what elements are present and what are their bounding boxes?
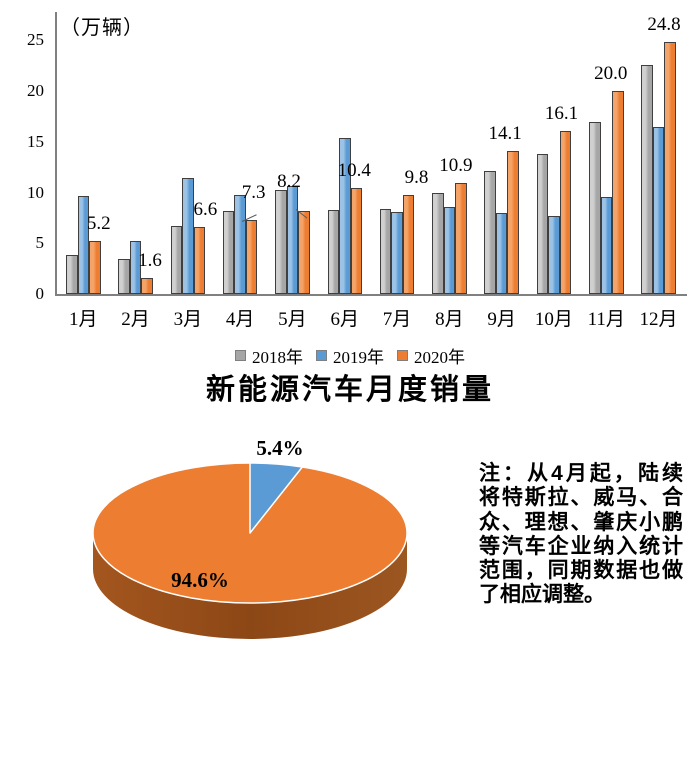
bar-2018年-9月	[484, 171, 496, 294]
note-line: 范围，同期数据也做	[479, 559, 683, 583]
bar-plot-area: 0 5 10 15 20 25 1月 2月 3月 4月 5月 6月 7月 8月 9月 10月 11月 12月 5.2…	[27, 14, 681, 330]
bar-chart-legend: 2018年 2019年 2020年	[0, 343, 700, 368]
x-category-label: 9月	[487, 309, 516, 330]
legend-label: 2019年	[333, 348, 384, 367]
bar-2018年-10月	[536, 153, 549, 294]
bar-value-label: 7.3	[241, 181, 266, 203]
bar-2019年-11月	[600, 196, 612, 294]
y-tick-label: 25	[27, 30, 44, 50]
x-category-label: 8月	[435, 309, 464, 330]
bar-2020年-4月	[245, 219, 258, 294]
x-category-label: 1月	[68, 309, 98, 330]
pie-3d-graphic	[92, 462, 408, 639]
y-tick-label: 5	[35, 233, 45, 253]
bar-value-label: 24.8	[647, 14, 681, 36]
bar-value-label: 16.1	[544, 102, 579, 124]
bar-2020年-2月	[141, 277, 153, 294]
note-text: 注：从4月起，陆续 将特斯拉、威马、合 众、理想、肇庆小鹏 等汽车企业纳入统计 范围，同…	[479, 462, 683, 608]
x-category-label: 12月	[639, 309, 678, 330]
bar-2018年-2月	[118, 259, 130, 294]
x-category-label: 2月	[121, 309, 150, 330]
bar-value-label: 8.2	[277, 170, 301, 192]
bar-2020年-10月	[559, 130, 572, 294]
note-line: 等汽车企业纳入统计	[479, 534, 683, 558]
pie-slice-nev	[249, 462, 304, 534]
bar-2019年-5月	[286, 186, 299, 294]
y-tick-label: 20	[27, 81, 44, 100]
x-category-label: 5月	[278, 309, 307, 330]
bar-2020年-7月	[402, 194, 415, 294]
legend-item-2018年: 2018年	[235, 343, 303, 368]
bar-2020年-8月	[455, 183, 467, 294]
x-category-label: 3月	[173, 309, 203, 330]
x-category-label: 6月	[330, 309, 360, 330]
bar-value-label: 14.1	[488, 122, 522, 144]
x-category-label: 4月	[225, 309, 255, 330]
y-axis-unit-label: （万辆）	[60, 17, 144, 39]
bar-2019年-6月	[339, 137, 351, 294]
bar-2019年-3月	[182, 178, 194, 294]
note-line: 注：从4月起，陆续	[479, 462, 683, 485]
note-line: 将特斯拉、威马、合	[479, 486, 683, 510]
bar-2018年-6月	[327, 209, 339, 294]
x-category-label: 10月	[534, 309, 573, 330]
pie-chart-market-share: 5.4% 94.6% 注：从4月起，陆续 将特斯拉、威马、合 众、理想、肇庆小鹏 等汽…	[0, 410, 700, 758]
x-category-label: 7月	[382, 309, 412, 330]
bar-2018年-8月	[432, 192, 444, 294]
bar-2018年-3月	[170, 225, 183, 294]
legend-swatch	[397, 350, 408, 361]
bar-2020年-3月	[193, 227, 206, 294]
bar-value-label: 9.8	[404, 166, 429, 188]
y-tick-label: 10	[27, 182, 44, 202]
bar-2020年-6月	[350, 188, 362, 294]
bar-2019年-10月	[548, 215, 560, 294]
legend-item-2020年: 2020年	[397, 343, 465, 368]
bar-2019年-9月	[495, 212, 508, 294]
legend-label: 2020年	[414, 348, 465, 367]
bar-2018年-7月	[379, 208, 392, 294]
bar-chart-monthly-sales: （万辆） 0 5 10 15 20 25 1月 2月 3月 4月 5月 6月 7月 8月 9月 10月 11月 1…	[0, 12, 700, 406]
bar-value-label: 6.6	[193, 199, 218, 220]
bar-value-label: 10.9	[439, 155, 473, 177]
pie-rim-side	[93, 533, 407, 639]
bar-2020年-12月	[664, 42, 676, 294]
y-tick-label: 0	[35, 284, 45, 303]
legend-swatch	[235, 350, 246, 361]
bar-value-label: 5.2	[86, 213, 111, 235]
pie-value-label-traditional: 94.6%	[171, 568, 229, 592]
legend-swatch	[316, 350, 327, 361]
bar-2019年-12月	[652, 126, 665, 294]
bar-2018年-1月	[66, 255, 78, 294]
bar-2019年-8月	[443, 206, 456, 294]
pie-value-label-nev: 5.4%	[256, 436, 304, 460]
bar-value-label: 10.4	[337, 160, 371, 182]
note-line: 了相应调整。	[479, 583, 605, 607]
bar-chart-title: 新能源汽车月度销量	[205, 374, 494, 406]
bar-2020年-1月	[89, 241, 101, 294]
bar-2019年-1月	[77, 195, 89, 294]
x-axis	[55, 294, 687, 296]
bar-2018年-4月	[222, 210, 235, 294]
bar-value-label: 20.0	[594, 63, 628, 84]
bar-2020年-9月	[507, 150, 519, 294]
bar-2018年-11月	[589, 122, 601, 294]
legend-item-2019年: 2019年	[316, 343, 384, 368]
bar-2019年-2月	[129, 241, 142, 294]
bar-2018年-5月	[275, 190, 287, 294]
y-tick-label: 15	[27, 131, 44, 151]
bar-2020年-11月	[612, 91, 624, 294]
bar-value-label: 1.6	[138, 249, 162, 271]
legend-label: 2018年	[252, 348, 303, 367]
x-category-label: 11月	[587, 309, 625, 330]
bar-2019年-4月	[234, 194, 246, 294]
bar-2020年-5月	[298, 210, 310, 294]
bar-2019年-7月	[391, 211, 403, 294]
note-line: 众、理想、肇庆小鹏	[479, 510, 683, 534]
y-axis	[55, 12, 57, 296]
bar-2018年-12月	[641, 64, 653, 294]
